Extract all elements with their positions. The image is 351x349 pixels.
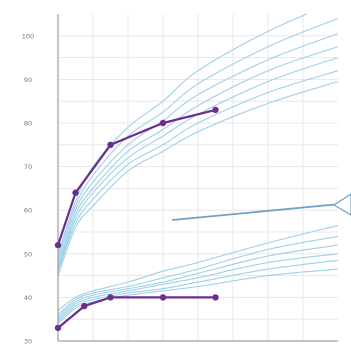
reference-curve: [58, 46, 338, 268]
data-point: [72, 189, 79, 196]
data-point: [107, 141, 114, 148]
y-tick-label: 90: [24, 76, 32, 84]
data-point: [81, 302, 88, 310]
reference-curve: [58, 17, 338, 259]
y-tick-label: 100: [22, 32, 34, 40]
y-tick-label: 30: [24, 338, 32, 346]
reference-curve: [58, 224, 338, 311]
reference-curve: [58, 57, 338, 270]
y-tick-label: 40: [24, 294, 32, 302]
data-point: [159, 294, 167, 301]
reference-curve: [58, 81, 338, 276]
reference-curve: [58, 244, 338, 318]
y-tick-label: 80: [24, 120, 32, 128]
reference-curve: [58, 70, 338, 272]
reference-curve: [58, 268, 338, 325]
y-tick-labels: 100 90 80 70 60 50 40 30: [22, 32, 34, 345]
reference-curve: [58, 235, 338, 316]
arrow-shaft: [171, 203, 341, 221]
data-point: [107, 294, 114, 301]
data-point: [54, 241, 62, 249]
measurement-series: [54, 106, 219, 332]
y-tick-label: 50: [24, 250, 32, 258]
reference-curve: [58, 253, 338, 320]
data-point: [54, 324, 62, 332]
data-point: [212, 294, 219, 301]
reference-curve: [58, 14, 309, 254]
callout-arrow: [171, 193, 351, 221]
y-tick-label: 70: [24, 163, 32, 171]
arrow-head: [332, 193, 351, 216]
data-point: [159, 119, 167, 127]
data-point: [212, 106, 219, 114]
y-tick-label: 60: [24, 207, 32, 215]
axes: [57, 14, 338, 342]
reference-curve: [58, 259, 338, 322]
